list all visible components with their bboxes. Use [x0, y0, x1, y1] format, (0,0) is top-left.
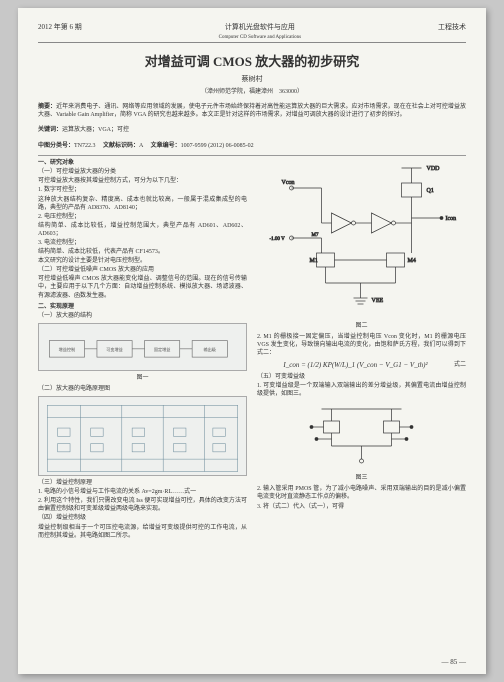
subsection-1-1: （一）可控增益放大器的分类: [38, 168, 247, 176]
num-value: 1007-9599 (2012) 06-0085-02: [181, 143, 254, 149]
subsection-5: （五）可变增益级: [257, 373, 466, 381]
svg-text:M1: M1: [310, 258, 318, 264]
keywords-label: 关键词：: [38, 127, 62, 133]
figure-2-caption: 图二: [257, 322, 466, 330]
figure-2-circuit: VDD Q1 Icon: [257, 158, 466, 318]
header-center: 计算机光盘软件与应用 Computer CD Software and Appl…: [82, 22, 438, 40]
abstract: 摘要：近年来消费电子、通讯、网络等应用领域的发展，使电子元件市场始终保持着对高性…: [38, 103, 466, 120]
header-center-en: Computer CD Software and Applications: [219, 35, 302, 40]
section-2: 二、实现原理: [38, 303, 247, 311]
svg-text:VDD: VDD: [427, 166, 441, 172]
para: 可控增益低噪声 CMOS 放大器能变化增益、调整信号的范围。现在的信号传输中，主…: [38, 275, 247, 299]
header-center-cn: 计算机光盘软件与应用: [225, 23, 295, 31]
header-left: 2012 年第 6 期: [38, 22, 82, 40]
list-item-title: 2. 电压控制型；: [38, 213, 247, 221]
figure-1-block-diagram: 增益控制 可变增益 固定增益 输出级: [38, 323, 247, 371]
subsection-2-2: （二）放大器的电路原理图: [38, 385, 247, 393]
svg-text:-1.00 V: -1.00 V: [270, 237, 286, 242]
equation-2-text: I_con = (1/2) KP(W/L)_1 (V_con − V_G1 − …: [283, 361, 427, 369]
para: 2. 输入管采用 PMOS 管，为了减小电路噪声、采用双端输出的目的是减小偏置电…: [257, 485, 466, 501]
header-right: 工程技术: [438, 22, 466, 40]
list-item: 本文研究的设计主要是针对电压控制型。: [38, 257, 247, 265]
subsection-1-2: （二）可控增益低噪声 CMOS 放大器的应用: [38, 266, 247, 274]
para: 1. 电路的小信号增益与工作电流的关系 Av=2gm·RL……式一: [38, 488, 247, 496]
subsection-2-3: （三）增益控制原理: [38, 479, 247, 487]
paper-affiliation: （漳州师范学院，福建漳州 363000）: [38, 86, 466, 95]
keywords-text: 运算放大器；VGA；可控: [62, 127, 129, 133]
figure-schematic: [38, 396, 247, 476]
page-number: — 85 —: [442, 658, 467, 666]
left-column: 一、研究对象 （一）可控增益放大器的分类 可控增益放大器按其增益控制方式，可分为…: [38, 156, 247, 541]
svg-text:VEE: VEE: [372, 298, 384, 304]
num-label: 文章编号：: [151, 143, 181, 149]
page: 2012 年第 6 期 计算机光盘软件与应用 Computer CD Softw…: [18, 8, 486, 674]
svg-text:输出级: 输出级: [204, 346, 216, 352]
list-item: 这种放大器结构复杂、精度高、成本也就比较高，一般属于混成集成型的电路，典型的产品…: [38, 196, 247, 212]
svg-text:固定增益: 固定增益: [154, 346, 171, 352]
para: 增益控制级相当于一个可压控电流源，给增益可变级提供可控的工作电流，从而控制其增益…: [38, 524, 247, 540]
para: 1. 可变增益级是一个双端输入双端输出的差分增益级，其偏置电流由增益控制级提供，…: [257, 382, 466, 398]
para: 可控增益放大器按其增益控制方式，可分为以下几型：: [38, 177, 247, 185]
circuit3-svg: [257, 401, 466, 471]
svg-text:可变增益: 可变增益: [106, 346, 123, 352]
paper-author: 蔡树村: [38, 74, 466, 84]
doc-label: 文献标识码：: [103, 143, 139, 149]
figure-3-circuit: [257, 401, 466, 471]
svg-text:M7: M7: [312, 233, 319, 238]
para: 2. M1 的栅极接一固定偏压，当增益控制电压 Vcon 变化时，M1 的栅源电…: [257, 333, 466, 357]
para: 2. 利用这个特性，我们只需改变电流 Iss 便可实现增益可控，具体的改变方法可…: [38, 497, 247, 513]
cls-value: TN722.3: [74, 143, 96, 149]
paper-title: 对增益可调 CMOS 放大器的初步研究: [38, 51, 466, 70]
svg-text:Vcon: Vcon: [282, 180, 295, 186]
svg-text:增益控制: 增益控制: [59, 346, 76, 352]
figure-3-caption: 图三: [257, 474, 466, 482]
abstract-label: 摘要：: [38, 104, 56, 110]
svg-text:Q1: Q1: [427, 188, 434, 194]
subsection-2-4: （四）增益控制级: [38, 514, 247, 522]
keywords: 关键词：运算放大器；VGA；可控: [38, 126, 466, 134]
section-1: 一、研究对象: [38, 159, 247, 167]
abstract-text: 近年来消费电子、通讯、网络等应用领域的发展，使电子元件市场始终保持着对高性能运算…: [38, 104, 466, 118]
running-header: 2012 年第 6 期 计算机光盘软件与应用 Computer CD Softw…: [38, 22, 466, 43]
para: 3. 将（式二）代入（式一），可得: [257, 503, 466, 511]
svg-text:Icon: Icon: [446, 216, 457, 222]
doc-value: A: [139, 143, 143, 149]
list-item-title: 1. 数字可控型；: [38, 186, 247, 194]
circuit2-svg: VDD Q1 Icon: [257, 158, 466, 318]
equation-2: I_con = (1/2) KP(W/L)_1 (V_con − V_G1 − …: [257, 361, 466, 370]
columns: 一、研究对象 （一）可控增益放大器的分类 可控增益放大器按其增益控制方式，可分为…: [38, 156, 466, 541]
right-column: VDD Q1 Icon: [257, 156, 466, 541]
list-item-title: 3. 电流控制型；: [38, 239, 247, 247]
figure-1-caption: 图一: [38, 374, 247, 382]
cls-label: 中图分类号：: [38, 143, 74, 149]
list-item: 结构简单、成本比较低，代表产品有 CF14573。: [38, 248, 247, 256]
subsection-2-1: （一）放大器的结构: [38, 312, 247, 320]
fig1-svg: 增益控制 可变增益 固定增益 输出级: [39, 324, 246, 374]
equation-2-label: 式二: [454, 361, 466, 369]
class-line: 中图分类号：TN722.3 文献标识码：A 文章编号：1007-9599 (20…: [38, 140, 466, 149]
svg-text:M4: M4: [408, 258, 416, 264]
schematic-svg: [39, 397, 246, 480]
list-item: 结构简单、成本比较低，增益控制范围大，典型产品有 AD601、AD602、AD6…: [38, 222, 247, 238]
